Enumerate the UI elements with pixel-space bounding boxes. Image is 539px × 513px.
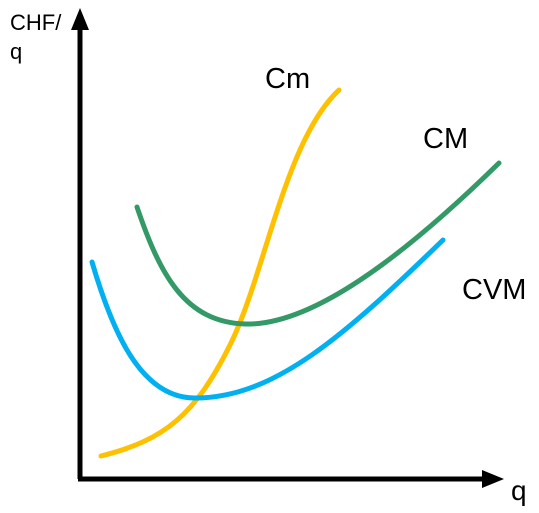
- curve-label-CM: CM: [423, 123, 468, 155]
- average-variable-cost-curve-cvm: [89, 237, 446, 401]
- x-axis-label: q: [511, 475, 527, 506]
- y-axis-label-line1: CHF/: [10, 10, 62, 35]
- y-axis-arrow-icon: [71, 8, 89, 30]
- curve-label-cm: Cm: [265, 63, 310, 95]
- average-cost-curve-CM: [134, 160, 502, 327]
- marginal-cost-curve-cm: [98, 87, 342, 459]
- curve-label-cvm: CVM: [462, 274, 526, 306]
- y-axis-label-line2: q: [10, 39, 22, 64]
- x-axis-arrow-icon: [482, 470, 504, 488]
- axes: [71, 8, 504, 488]
